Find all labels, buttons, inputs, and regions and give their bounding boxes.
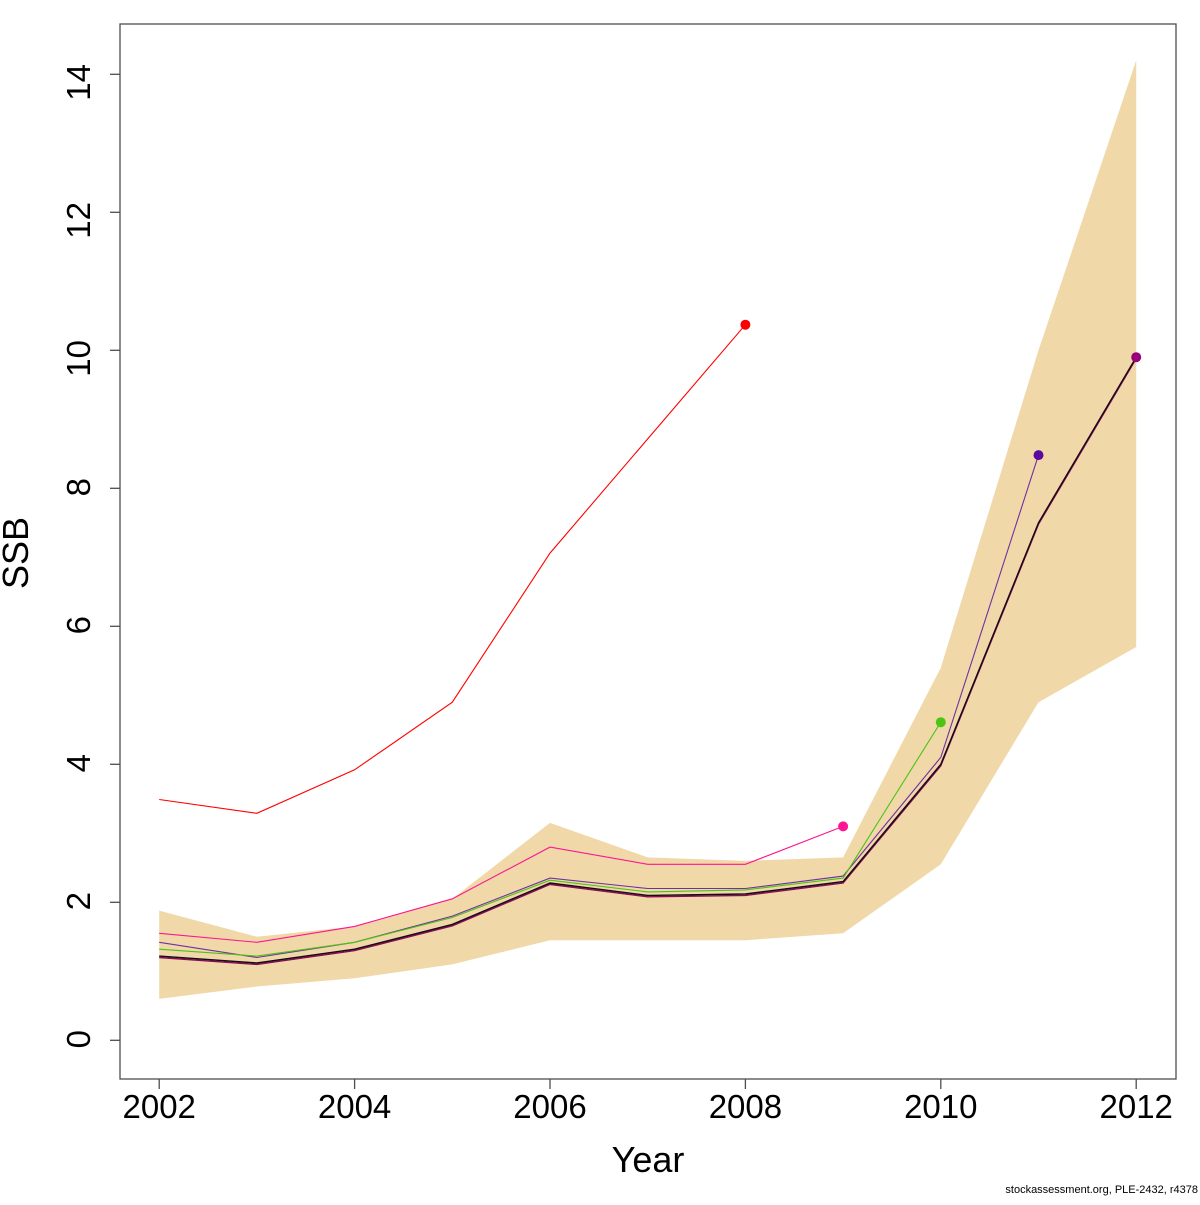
svg-text:14: 14 — [60, 64, 97, 101]
svg-text:stockassessment.org, PLE-2432,: stockassessment.org, PLE-2432, r4378 — [1005, 1184, 1198, 1196]
svg-text:2012: 2012 — [1099, 1088, 1172, 1125]
svg-text:12: 12 — [60, 202, 97, 239]
svg-text:2008: 2008 — [709, 1088, 782, 1125]
svg-text:4: 4 — [60, 754, 97, 772]
svg-text:2004: 2004 — [318, 1088, 391, 1125]
svg-text:6: 6 — [60, 616, 97, 634]
svg-text:2006: 2006 — [513, 1088, 586, 1125]
svg-text:10: 10 — [60, 340, 97, 377]
svg-text:2002: 2002 — [122, 1088, 195, 1125]
svg-text:2010: 2010 — [904, 1088, 977, 1125]
svg-text:0: 0 — [60, 1030, 97, 1048]
svg-text:SSB: SSB — [0, 517, 36, 589]
svg-text:8: 8 — [60, 478, 97, 496]
svg-text:Year: Year — [612, 1139, 685, 1180]
svg-text:2: 2 — [60, 892, 97, 910]
